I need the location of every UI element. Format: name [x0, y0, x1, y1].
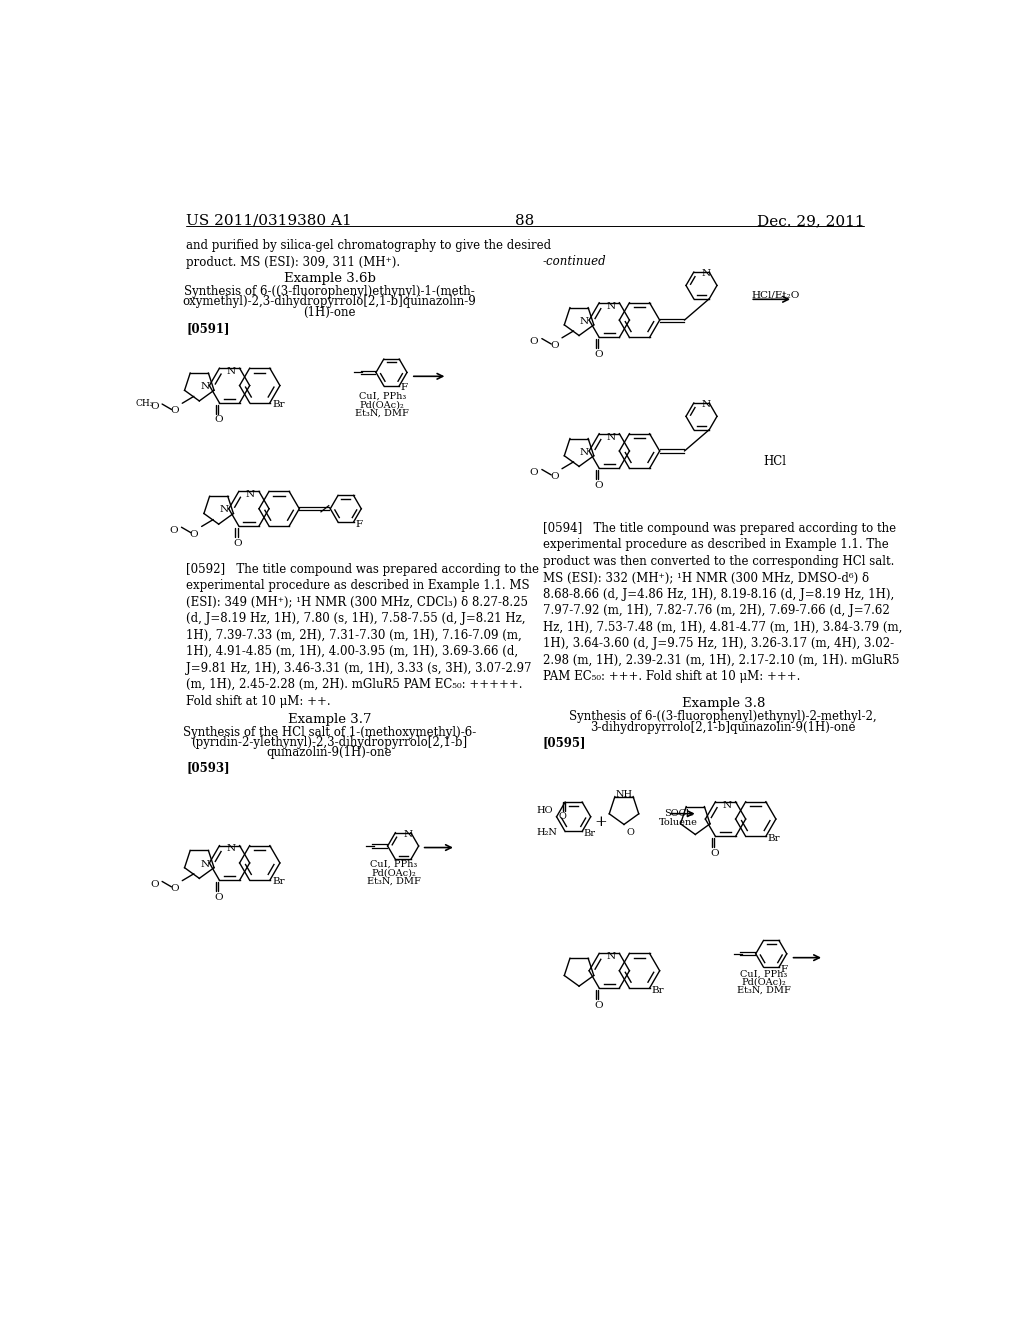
Text: N: N: [246, 490, 255, 499]
Text: O: O: [170, 884, 179, 892]
Text: Example 3.7: Example 3.7: [288, 713, 372, 726]
Text: Pd(OAc)₂: Pd(OAc)₂: [741, 978, 785, 986]
Text: HO: HO: [537, 807, 553, 814]
Text: O: O: [214, 892, 223, 902]
Text: N: N: [200, 383, 209, 391]
Text: O: O: [214, 416, 223, 424]
Text: O: O: [151, 403, 159, 412]
Text: (1H)-one: (1H)-one: [303, 305, 355, 318]
Text: O: O: [594, 1001, 602, 1010]
Text: 3-dihydropyrrolo[2,1-b]quinazolin-9(1H)-one: 3-dihydropyrrolo[2,1-b]quinazolin-9(1H)-…: [591, 721, 856, 734]
Text: Br: Br: [272, 400, 285, 409]
Text: NH: NH: [615, 789, 633, 799]
Text: Toluene: Toluene: [658, 818, 697, 828]
Text: N: N: [606, 302, 615, 310]
Text: H₂N: H₂N: [537, 829, 557, 837]
Text: N: N: [580, 447, 589, 457]
Text: N: N: [580, 317, 589, 326]
Text: O: O: [550, 341, 558, 350]
Text: N: N: [606, 952, 615, 961]
Text: N: N: [226, 367, 236, 376]
Text: O: O: [594, 350, 602, 359]
Text: Br: Br: [767, 834, 780, 843]
Text: SOCl₂: SOCl₂: [664, 809, 692, 818]
Text: HCl/Et₂O: HCl/Et₂O: [752, 290, 800, 300]
Text: Et₃N, DMF: Et₃N, DMF: [367, 876, 421, 886]
Text: F: F: [400, 384, 408, 392]
Text: [0595]: [0595]: [543, 737, 586, 748]
Text: Et₃N, DMF: Et₃N, DMF: [355, 409, 410, 417]
Text: N: N: [219, 506, 228, 515]
Text: CuI, PPh₃: CuI, PPh₃: [371, 859, 418, 869]
Text: CH₃: CH₃: [136, 400, 155, 408]
Text: O: O: [529, 337, 539, 346]
Text: O: O: [189, 529, 199, 539]
Text: Br: Br: [651, 986, 664, 995]
Text: quinazolin-9(1H)-one: quinazolin-9(1H)-one: [266, 746, 392, 759]
Text: Synthesis of 6-((3-fluorophenyl)ethynyl)-2-methyl-2,: Synthesis of 6-((3-fluorophenyl)ethynyl)…: [569, 710, 877, 723]
Text: Dec. 29, 2011: Dec. 29, 2011: [757, 214, 864, 228]
Text: O: O: [594, 480, 602, 490]
Text: [0591]: [0591]: [186, 322, 229, 335]
Text: N: N: [701, 400, 711, 409]
Text: N: N: [723, 801, 731, 809]
Text: Example 3.6b: Example 3.6b: [284, 272, 376, 285]
Text: and purified by silica-gel chromatography to give the desired
product. MS (ESI):: and purified by silica-gel chromatograph…: [186, 239, 551, 269]
Text: [0594]   The title compound was prepared according to the
experimental procedure: [0594] The title compound was prepared a…: [543, 521, 902, 684]
Text: Synthesis of the HCl salt of 1-(methoxymethyl)-6-: Synthesis of the HCl salt of 1-(methoxym…: [183, 726, 476, 739]
Text: O: O: [627, 829, 634, 837]
Text: Et₃N, DMF: Et₃N, DMF: [736, 986, 791, 995]
Text: HCl: HCl: [764, 455, 786, 467]
Text: oxymethyl)-2,3-dihydropyrrolo[2,1-b]quinazolin-9: oxymethyl)-2,3-dihydropyrrolo[2,1-b]quin…: [182, 296, 476, 309]
Text: N: N: [403, 829, 413, 838]
Text: N: N: [200, 859, 209, 869]
Text: O: O: [233, 539, 242, 548]
Text: O: O: [170, 407, 179, 416]
Text: 88: 88: [515, 214, 535, 228]
Text: O: O: [550, 471, 558, 480]
Text: CuI, PPh₃: CuI, PPh₃: [358, 392, 406, 401]
Text: Br: Br: [584, 829, 596, 838]
Text: (pyridin-2-ylethynyl)-2,3-dihydropyrrolo[2,1-b]: (pyridin-2-ylethynyl)-2,3-dihydropyrrolo…: [191, 737, 468, 748]
Text: +: +: [594, 816, 607, 829]
Text: N: N: [226, 845, 236, 854]
Text: -continued: -continued: [543, 255, 606, 268]
Text: F: F: [355, 520, 362, 529]
Text: Br: Br: [272, 878, 285, 886]
Text: O: O: [710, 849, 719, 858]
Text: Pd(OAc)₂: Pd(OAc)₂: [359, 400, 404, 409]
Text: N: N: [606, 433, 615, 442]
Text: O: O: [529, 469, 539, 477]
Text: [0593]: [0593]: [186, 762, 229, 775]
Text: CuI, PPh₃: CuI, PPh₃: [740, 969, 787, 978]
Text: US 2011/0319380 A1: US 2011/0319380 A1: [186, 214, 352, 228]
Text: F: F: [780, 965, 787, 974]
Text: Pd(OAc)₂: Pd(OAc)₂: [372, 869, 416, 878]
Text: O: O: [169, 525, 178, 535]
Text: O: O: [559, 812, 566, 821]
Text: N: N: [701, 269, 711, 279]
Text: [0592]   The title compound was prepared according to the
experimental procedure: [0592] The title compound was prepared a…: [186, 562, 539, 708]
Text: O: O: [151, 880, 159, 888]
Text: Example 3.8: Example 3.8: [682, 697, 765, 710]
Text: Synthesis of 6-((3-fluorophenyl)ethynyl)-1-(meth-: Synthesis of 6-((3-fluorophenyl)ethynyl)…: [184, 285, 475, 298]
